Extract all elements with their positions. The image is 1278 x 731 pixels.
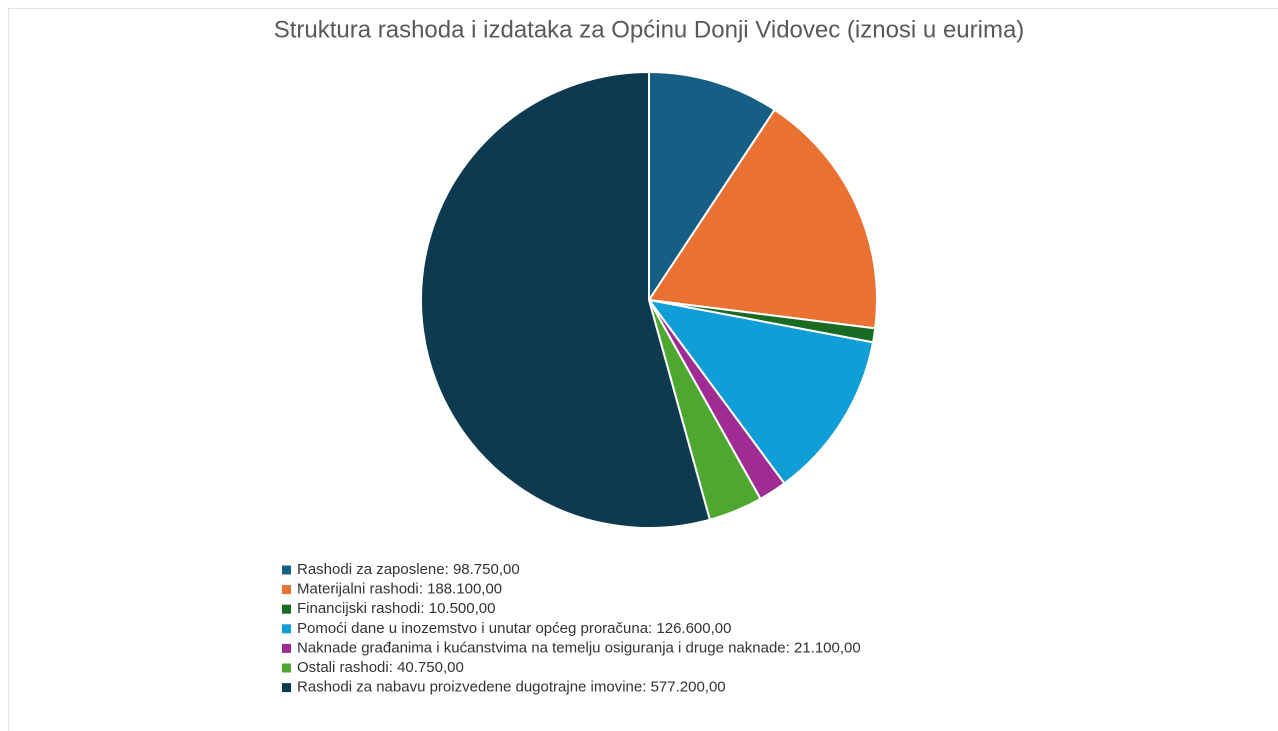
legend-value: 126.600,00: [656, 620, 731, 637]
legend-label: Materijalni rashodi: 188.100,00: [297, 581, 502, 598]
legend-separator: :: [648, 620, 656, 637]
legend-name: Rashodi za zaposlene: [297, 561, 445, 578]
legend-swatch: [282, 643, 291, 653]
legend-swatch: [282, 624, 291, 634]
legend-value: 40.750,00: [397, 659, 464, 676]
legend-swatch: [282, 585, 291, 595]
legend-name: Ostali rashodi: [297, 659, 389, 676]
legend-value: 188.100,00: [427, 581, 502, 598]
legend-swatch: [282, 663, 291, 673]
legend-label: Rashodi za zaposlene: 98.750,00: [297, 561, 520, 578]
legend-separator: :: [419, 581, 427, 598]
pie-slice: [648, 70, 777, 304]
legend-swatch: [282, 683, 291, 693]
legend-separator: :: [445, 561, 453, 578]
legend-separator: :: [420, 600, 428, 617]
legend-name: Rashodi za nabavu proizvedene dugotrajne…: [297, 679, 642, 696]
legend-value: 21.100,00: [794, 639, 861, 656]
legend-name: Materijalni rashodi: [297, 581, 419, 598]
legend-separator: :: [389, 659, 397, 676]
legend-label: Naknade građanima i kućanstvima na temel…: [297, 639, 861, 656]
legend-label: Ostali rashodi: 40.750,00: [297, 659, 464, 676]
legend-label: Rashodi za nabavu proizvedene dugotrajne…: [297, 679, 726, 696]
legend-swatch: [282, 604, 291, 614]
legend-separator: :: [786, 639, 794, 656]
legend-name: Naknade građanima i kućanstvima na temel…: [297, 639, 786, 656]
frame: [8, 8, 1278, 731]
legend-swatch: [282, 565, 291, 575]
legend-name: Pomoći dane u inozemstvo i unutar općeg …: [297, 620, 649, 637]
pie-slice: [646, 298, 875, 485]
pie-slice: [647, 108, 878, 330]
pie-slice: [420, 70, 712, 529]
chart-title: Struktura rashoda i izdataka za Općinu D…: [274, 16, 1025, 43]
legend-value: 577.200,00: [651, 679, 726, 696]
legend-name: Financijski rashodi: [297, 600, 420, 617]
legend-separator: :: [642, 679, 650, 696]
legend-value: 10.500,00: [429, 600, 496, 617]
legend-value: 98.750,00: [453, 561, 520, 578]
legend-label: Pomoći dane u inozemstvo i unutar općeg …: [297, 620, 731, 637]
legend-label: Financijski rashodi: 10.500,00: [297, 600, 495, 617]
